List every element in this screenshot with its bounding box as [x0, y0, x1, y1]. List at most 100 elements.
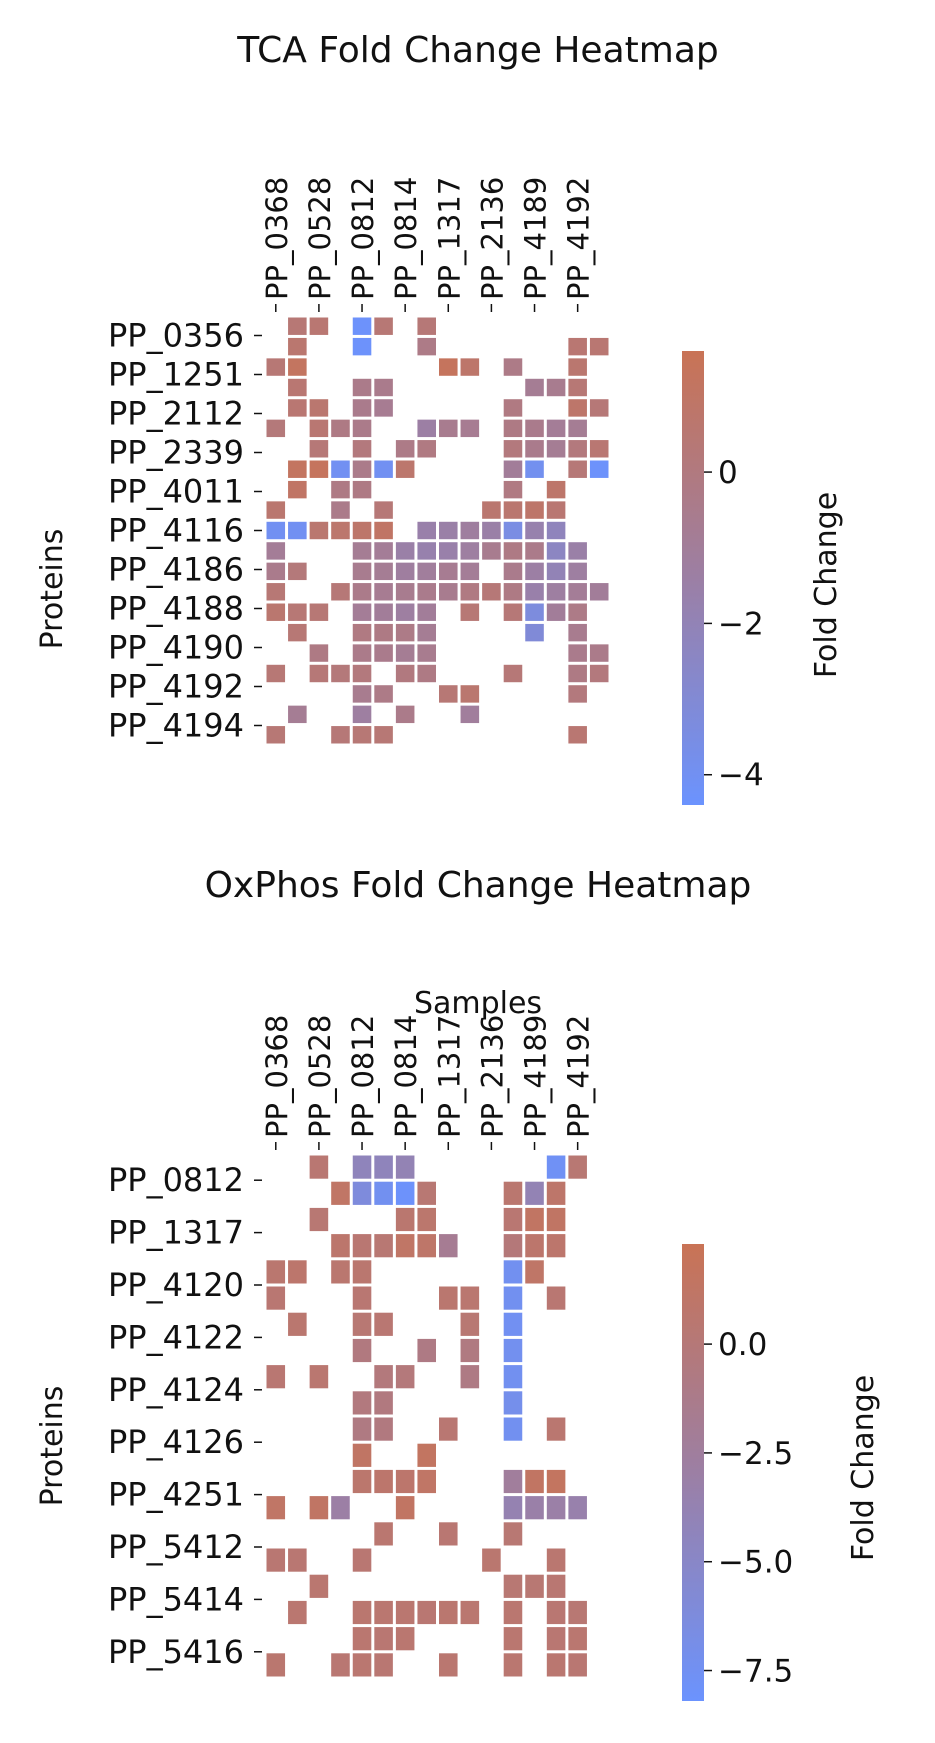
oxphos-heatmap-cell	[460, 1312, 480, 1336]
oxphos-heatmap-cell	[352, 1181, 372, 1205]
oxphos-heatmap-cell	[546, 1207, 566, 1232]
tca-colorbar-tick-label: −4	[718, 758, 764, 794]
tca-heatmap-cell	[309, 603, 329, 621]
tca-colorbar-tick-label: −2	[718, 606, 764, 642]
oxphos-heatmap-cell	[417, 1234, 436, 1258]
tca-heatmap-cell	[374, 501, 393, 519]
oxphos-heatmap-cell	[503, 1391, 523, 1415]
tca-y-tick-label: PP_2339	[108, 434, 244, 472]
tca-heatmap-cell	[525, 562, 544, 581]
tca-x-tick-label: PP_1317	[432, 177, 466, 300]
oxphos-y-tick-label: PP_4122	[108, 1318, 244, 1356]
oxphos-heatmap-cell	[417, 1443, 436, 1467]
tca-heatmap-cell	[395, 583, 415, 601]
tca-heatmap-cell	[266, 583, 286, 601]
tca-heatmap-cell	[568, 399, 587, 417]
tca-heatmap-cell	[288, 378, 307, 397]
tca-x-tick-label: PP_0814	[389, 177, 423, 300]
tca-heatmap-cell	[309, 521, 329, 540]
oxphos-heatmap-cell	[417, 1338, 436, 1363]
oxphos-heatmap-cell	[525, 1469, 544, 1494]
tca-heatmap-cell	[352, 726, 372, 744]
tca-heatmap-cell	[417, 521, 436, 540]
oxphos-heatmap-cell	[266, 1653, 286, 1677]
oxphos-heatmap-cell	[266, 1286, 286, 1310]
oxphos-x-tick-label: PP_0812	[346, 1015, 380, 1138]
tca-x-tick-label: PP_0368	[260, 177, 294, 300]
tca-heatmap-cell	[288, 623, 307, 642]
oxphos-x-tick-label: PP_4192	[562, 1015, 596, 1138]
oxphos-heatmap-cell	[525, 1207, 544, 1232]
tca-heatmap-cell	[374, 460, 393, 478]
tca-heatmap-cell	[503, 583, 523, 601]
tca-y-tick-label: PP_4116	[108, 512, 244, 550]
tca-heatmap-cell	[525, 542, 544, 560]
tca-heatmap-cell	[288, 317, 307, 335]
tca-y-tick-label: PP_0356	[108, 317, 244, 355]
tca-heatmap-cell	[417, 623, 436, 642]
tca-heatmap-cell	[374, 399, 393, 417]
oxphos-y-tick-label: PP_0812	[108, 1161, 244, 1199]
oxphos-heatmap-cell	[546, 1627, 566, 1651]
tca-heatmap-cell	[288, 705, 307, 724]
oxphos-heatmap-cell	[352, 1234, 372, 1258]
oxphos-heatmap-cell	[374, 1234, 393, 1258]
tca-heatmap-cell	[503, 440, 523, 458]
oxphos-heatmap-cell	[266, 1548, 286, 1572]
tca-heatmap-cell	[568, 440, 587, 458]
tca-heatmap-cell	[331, 726, 350, 744]
oxphos-heatmap-cell	[503, 1496, 523, 1520]
oxphos-heatmap-cell	[546, 1574, 566, 1598]
oxphos-heatmap-cell	[546, 1417, 566, 1441]
oxphos-heatmap-cell	[352, 1391, 372, 1415]
oxphos-heatmap-cell	[395, 1627, 415, 1651]
tca-heatmap-cell	[288, 480, 307, 499]
oxphos-heatmap-cell	[568, 1496, 587, 1520]
tca-heatmap-cell	[417, 562, 436, 581]
tca-heatmap-cell	[460, 358, 480, 376]
oxphos-heatmap-cell	[352, 1548, 372, 1572]
oxphos-heatmap-cell	[374, 1155, 393, 1179]
tca-heatmap-cell	[352, 664, 372, 683]
tca-y-tick-label: PP_1251	[108, 356, 244, 394]
tca-heatmap-cell	[266, 358, 286, 376]
tca-heatmap-cell	[417, 337, 436, 356]
tca-y-tick-label: PP_4011	[108, 473, 244, 511]
oxphos-heatmap-cell	[288, 1312, 307, 1336]
tca-heatmap-cell	[482, 521, 501, 540]
oxphos-heatmap-cell	[546, 1653, 566, 1677]
tca-heatmap-cell	[503, 399, 523, 417]
tca-heatmap-cell	[352, 562, 372, 581]
tca-heatmap-cell	[589, 337, 609, 356]
oxphos-heatmap-cell	[503, 1469, 523, 1494]
tca-heatmap-cell	[460, 583, 480, 601]
oxphos-heatmap-cell	[374, 1417, 393, 1441]
tca-heatmap-cell	[309, 317, 329, 335]
oxphos-colorbar-tick-label: −5.0	[718, 1545, 793, 1581]
tca-heatmap-cell	[374, 685, 393, 703]
tca-heatmap-cell	[525, 378, 544, 397]
oxphos-heatmap-cell	[503, 1181, 523, 1205]
oxphos-heatmap-cell	[503, 1627, 523, 1651]
oxphos-x-tick-label: PP_0528	[303, 1015, 337, 1138]
oxphos-y-tick-label: PP_4124	[108, 1371, 244, 1409]
oxphos-x-tick-label: PP_0814	[389, 1015, 423, 1138]
oxphos-y-axis-label: Proteins	[35, 1386, 70, 1507]
tca-heatmap-cell	[439, 521, 458, 540]
tca-heatmap-cell	[417, 542, 436, 560]
oxphos-heatmap-cell	[503, 1338, 523, 1363]
oxphos-heatmap-cell	[395, 1155, 415, 1179]
tca-heatmap-cell	[309, 644, 329, 662]
tca-heatmap-cell	[374, 623, 393, 642]
oxphos-x-tick-label: PP_0368	[260, 1015, 294, 1138]
oxphos-heatmap-cell	[395, 1496, 415, 1520]
tca-y-tick-label: PP_4186	[108, 551, 244, 589]
tca-heatmap-cell	[589, 583, 609, 601]
tca-heatmap-cell	[288, 521, 307, 540]
oxphos-heatmap-cell	[352, 1155, 372, 1179]
oxphos-heatmap-cell	[374, 1312, 393, 1336]
tca-heatmap-cell	[589, 460, 609, 478]
oxphos-y-tick-label: PP_5414	[108, 1580, 244, 1618]
oxphos-colorbar-tick-label: 0.0	[718, 1327, 767, 1363]
tca-heatmap-cell	[546, 378, 566, 397]
